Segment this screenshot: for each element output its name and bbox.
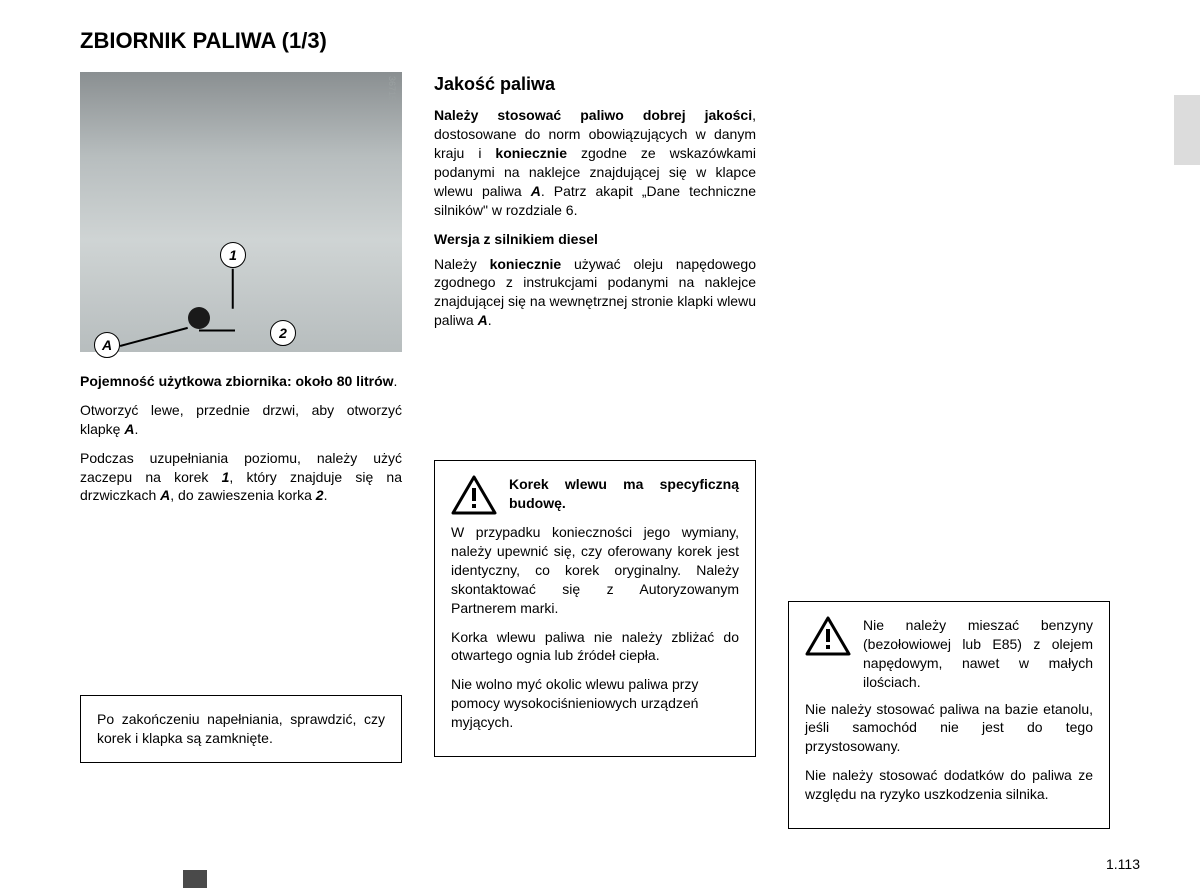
ref: 2	[316, 487, 324, 503]
figure-fuel-tank: 36715 A 1 2	[80, 72, 402, 352]
text: .	[394, 373, 398, 389]
ref: A	[478, 312, 488, 328]
text: .	[488, 312, 492, 328]
warning-text: Nie należy stosować paliwa na bazie etan…	[805, 700, 1093, 757]
callout-1: 1	[220, 242, 246, 268]
leader-line	[232, 269, 234, 309]
paragraph: Należy stosować paliwo dobrej jakości, d…	[434, 106, 756, 219]
text: Należy stosować paliwo dobrej jakości	[434, 107, 752, 123]
text: Należy	[434, 256, 490, 272]
text: .	[324, 487, 328, 503]
leader-line	[199, 330, 235, 332]
fuel-cap-graphic	[188, 307, 210, 329]
note-box: Po zakończeniu napełniania, sprawdzić, c…	[80, 695, 402, 763]
warning-icon	[451, 475, 497, 515]
text: koniecznie	[495, 145, 567, 161]
text: Pojemność użytkowa zbiornika: około	[80, 373, 337, 389]
subsection-heading: Wersja z silnikiem diesel	[434, 230, 756, 249]
note-text: Po zakończeniu napełniania, sprawdzić, c…	[97, 711, 385, 746]
column-1: 36715 A 1 2 Pojemność użytkowa zbiornika…	[80, 72, 402, 829]
warning-lead: Nie należy mieszać benzyny (bezołowiowej…	[863, 616, 1093, 692]
column-3: Nie należy mieszać benzyny (bezołowiowej…	[788, 72, 1110, 829]
warning-header: Nie należy mieszać benzyny (bezołowiowej…	[805, 616, 1093, 692]
callout-a: A	[94, 332, 120, 358]
warning-box: Nie należy mieszać benzyny (bezołowiowej…	[788, 601, 1110, 829]
ref: A	[531, 183, 541, 199]
text: , do zawieszenia korka	[170, 487, 316, 503]
text: koniecznie	[490, 256, 562, 272]
warning-text: W przypadku konieczności jego wymiany, n…	[451, 523, 739, 617]
page-number: 1.113	[1106, 856, 1140, 872]
warning-text: Nie należy stosować dodatków do paliwa z…	[805, 766, 1093, 804]
warning-text: Korka wlewu paliwa nie należy zbliżać do…	[451, 628, 739, 666]
text: .	[134, 421, 138, 437]
section-tab	[1174, 95, 1200, 165]
paragraph: Podczas uzupełniania poziomu, należy uży…	[80, 449, 402, 506]
warning-header: Korek wlewu ma specyficzną budowę.	[451, 475, 739, 515]
content-columns: 36715 A 1 2 Pojemność użytkowa zbiornika…	[80, 72, 1140, 829]
figure-ref-number: 36715	[386, 76, 398, 101]
paragraph: Otworzyć lewe, przednie drzwi, aby otwo­…	[80, 401, 402, 439]
ref: A	[160, 487, 170, 503]
ref: A	[124, 421, 134, 437]
warning-box: Korek wlewu ma specyficzną budowę. W prz…	[434, 460, 756, 757]
warning-icon	[805, 616, 851, 656]
column-2: Jakość paliwa Należy stosować paliwo dob…	[434, 72, 756, 829]
leader-line	[120, 327, 188, 347]
paragraph: Należy koniecznie używać oleju napędo­we…	[434, 255, 756, 331]
text: 80 litrów	[337, 373, 394, 389]
capacity-text: Pojemność użytkowa zbiornika: około 80 l…	[80, 372, 402, 391]
page-title: ZBIORNIK PALIWA (1/3)	[80, 28, 1140, 54]
bottom-tab-marker	[183, 870, 207, 888]
callout-2: 2	[270, 320, 296, 346]
section-heading: Jakość paliwa	[434, 72, 756, 96]
warning-text: Nie wolno myć okolic wlewu paliwa przy p…	[451, 675, 739, 732]
warning-lead: Korek wlewu ma specyficzną budowę.	[509, 475, 739, 513]
